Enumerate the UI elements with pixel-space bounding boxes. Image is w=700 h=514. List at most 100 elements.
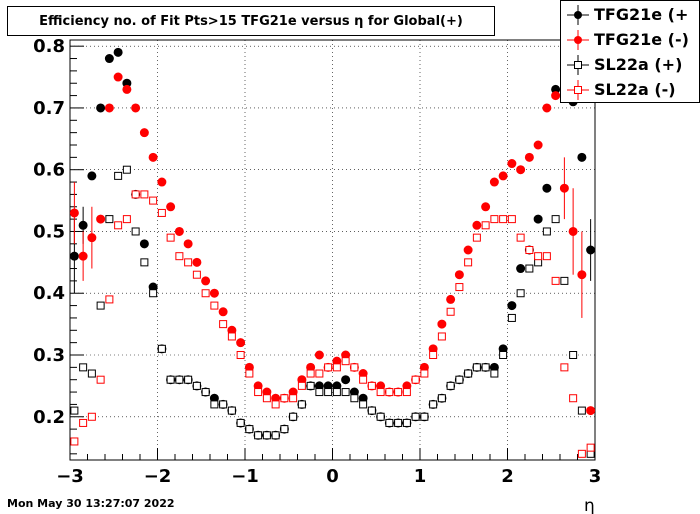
data-point bbox=[113, 47, 123, 57]
data-point bbox=[227, 332, 236, 341]
data-point bbox=[297, 381, 306, 390]
x-tick-label: 2 bbox=[501, 466, 514, 487]
data-point bbox=[455, 375, 464, 384]
y-tick-label: 0.5 bbox=[33, 221, 65, 242]
data-point bbox=[201, 388, 210, 397]
data-point bbox=[324, 388, 333, 397]
data-point bbox=[139, 239, 149, 249]
x-tick-label: −3 bbox=[56, 466, 84, 487]
data-point bbox=[507, 313, 516, 322]
data-point bbox=[262, 431, 271, 440]
data-point bbox=[236, 418, 245, 427]
data-point bbox=[472, 220, 482, 230]
data-point bbox=[104, 54, 114, 64]
chart-title-box: Efficiency no. of Fit Pts>15 TFG21e vers… bbox=[7, 6, 495, 36]
data-point bbox=[516, 165, 526, 175]
data-point bbox=[69, 208, 79, 218]
data-point bbox=[367, 406, 376, 415]
data-point bbox=[297, 400, 306, 409]
data-point bbox=[227, 406, 236, 415]
data-point bbox=[569, 394, 578, 403]
data-point bbox=[131, 103, 141, 113]
data-point bbox=[219, 400, 228, 409]
data-point bbox=[209, 288, 219, 298]
data-point bbox=[516, 264, 526, 274]
data-point bbox=[376, 412, 385, 421]
legend-entry-sl22a-plus: SL22a (+) bbox=[561, 53, 700, 77]
data-point bbox=[332, 363, 341, 372]
data-point bbox=[174, 226, 184, 236]
data-point bbox=[166, 233, 175, 242]
data-point bbox=[113, 72, 123, 82]
data-point bbox=[394, 418, 403, 427]
legend-symbol bbox=[574, 86, 582, 94]
x-tick-label: 1 bbox=[414, 466, 427, 487]
legend-entry-tfg21e-plus: TFG21e (+ bbox=[561, 3, 700, 27]
data-point bbox=[490, 215, 499, 224]
data-point bbox=[420, 369, 429, 378]
data-point bbox=[577, 270, 587, 280]
data-point bbox=[394, 388, 403, 397]
data-point bbox=[314, 350, 324, 360]
legend-symbol bbox=[574, 61, 582, 69]
legend-label-1: TFG21e (-) bbox=[594, 30, 689, 49]
data-point bbox=[464, 258, 473, 267]
data-point bbox=[78, 251, 88, 261]
data-point bbox=[481, 221, 490, 230]
data-point bbox=[70, 406, 79, 415]
data-point bbox=[289, 412, 298, 421]
grid-lines bbox=[69, 40, 596, 460]
data-point bbox=[481, 363, 490, 372]
y-tick-label: 0.3 bbox=[33, 345, 65, 366]
data-point bbox=[507, 301, 517, 311]
y-tick-label: 0.8 bbox=[33, 36, 65, 57]
data-point bbox=[341, 388, 350, 397]
chart-title: Efficiency no. of Fit Pts>15 TFG21e vers… bbox=[39, 13, 463, 29]
data-point bbox=[306, 381, 315, 390]
data-point bbox=[315, 388, 324, 397]
data-point bbox=[560, 363, 569, 372]
data-point bbox=[149, 196, 158, 205]
data-point bbox=[516, 289, 525, 298]
data-point bbox=[210, 400, 219, 409]
data-point bbox=[87, 369, 96, 378]
data-point bbox=[586, 443, 595, 452]
data-point bbox=[140, 190, 149, 199]
data-point bbox=[455, 283, 464, 292]
data-point bbox=[551, 91, 561, 101]
legend-marker-2 bbox=[567, 55, 589, 75]
data-point bbox=[122, 84, 132, 94]
data-point bbox=[78, 220, 88, 230]
data-point bbox=[219, 320, 228, 329]
data-point bbox=[289, 394, 298, 403]
data-point bbox=[271, 400, 280, 409]
data-point bbox=[341, 375, 351, 385]
legend-symbol bbox=[574, 36, 582, 44]
legend-entry-sl22a-minus: SL22a (-) bbox=[561, 78, 700, 102]
data-point bbox=[411, 375, 420, 384]
data-point bbox=[175, 252, 184, 261]
legend-label-2: SL22a (+) bbox=[594, 55, 683, 74]
data-point bbox=[463, 245, 473, 255]
data-point bbox=[376, 388, 385, 397]
data-point bbox=[96, 375, 105, 384]
data-point bbox=[437, 332, 446, 341]
data-point bbox=[577, 406, 586, 415]
data-point bbox=[184, 375, 193, 384]
data-point bbox=[192, 257, 202, 267]
data-point bbox=[559, 183, 569, 193]
data-point bbox=[315, 369, 324, 378]
x-tick-label: −2 bbox=[144, 466, 172, 487]
data-point bbox=[183, 239, 193, 249]
data-point bbox=[210, 301, 219, 310]
legend: TFG21e (+ TFG21e (-) SL22a (+) SL22a (-) bbox=[560, 0, 700, 103]
data-point bbox=[569, 351, 578, 359]
data-point bbox=[69, 251, 79, 261]
data-point bbox=[96, 214, 106, 224]
data-point bbox=[542, 252, 551, 261]
data-point bbox=[192, 381, 201, 390]
legend-marker-1 bbox=[567, 30, 589, 50]
data-point bbox=[489, 177, 499, 187]
data-point bbox=[490, 369, 499, 378]
data-point bbox=[157, 344, 166, 353]
